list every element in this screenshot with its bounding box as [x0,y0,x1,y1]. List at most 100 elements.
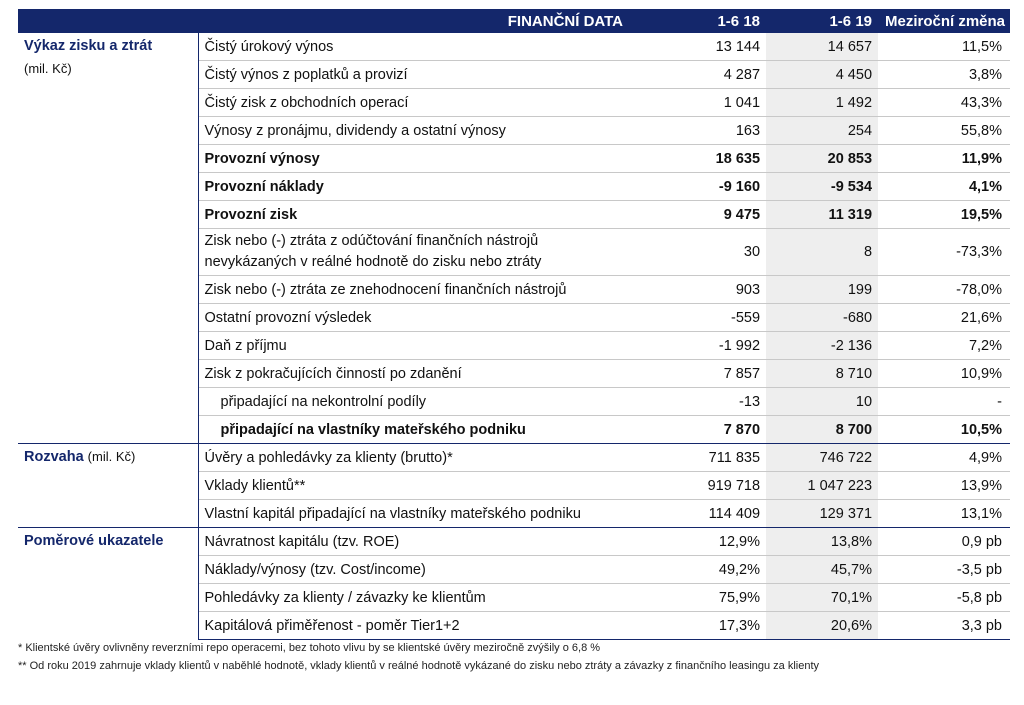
row-label: Provozní zisk [198,200,632,229]
row-label-line-1: Zisk nebo (-) ztráta z odúčtování finanč… [204,233,539,249]
value-1-6-18: 919 718 [631,471,767,500]
value-1-6-18: 12,9% [631,527,767,556]
value-1-6-18: 711 835 [631,443,767,472]
value-1-6-18: 4 287 [631,60,767,89]
row-label: Vklady klientů** [198,471,632,500]
section-label-balance-sheet: Rozvaha (mil. Kč) [18,443,199,528]
row-label: Čistý výnos z poplatků a provizí [198,60,632,89]
value-1-6-18: 17,3% [631,611,767,640]
table-row: Výnosy z pronájmu, dividendy a ostatní v… [18,116,1011,145]
table-title: FINANČNÍ DATA [18,9,632,33]
value-1-6-18: -9 160 [631,172,767,201]
footnote-1: * Klientské úvěry ovlivněny reverzními r… [18,642,601,654]
row-label: Zisk nebo (-) ztráta ze znehodnocení fin… [198,275,632,304]
value-1-6-18: 903 [631,275,767,304]
table-row: Náklady/výnosy (tzv. Cost/income) 49,2% … [18,555,1011,584]
section-unit: (mil. Kč) [24,61,72,76]
value-1-6-19: -680 [766,303,879,332]
value-yoy-change: 13,9% [878,471,1011,500]
value-yoy-change: 13,1% [878,499,1011,528]
section-label-ratios: Poměrové ukazatele [18,527,199,640]
value-1-6-19: 20,6% [766,611,879,640]
value-1-6-19: 8 [766,228,879,276]
value-1-6-18: 49,2% [631,555,767,584]
table-row: Ostatní provozní výsledek -559 -680 21,6… [18,303,1011,332]
row-label: Vlastní kapitál připadající na vlastníky… [198,499,632,528]
column-header-1-6-19: 1-6 19 [766,9,879,33]
financial-data-table-container: FINANČNÍ DATA 1-6 18 1-6 19 Meziroční zm… [18,9,1011,640]
table-row: Zisk nebo (-) ztráta z odúčtování finanč… [18,228,1011,276]
value-1-6-19: -9 534 [766,172,879,201]
value-yoy-change: 0,9 pb [878,527,1011,556]
row-label: Kapitálová přiměřenost - poměr Tier1+2 [198,611,632,640]
table-row: Provozní zisk 9 475 11 319 19,5% [18,200,1011,229]
row-label: Provozní výnosy [198,144,632,173]
value-1-6-19: 129 371 [766,499,879,528]
table-row: Výkaz zisku a ztrát (mil. Kč) Čistý úrok… [18,33,1010,444]
section-label-income-statement: Výkaz zisku a ztrát (mil. Kč) [18,33,199,444]
table-row: připadající na nekontrolní podíly -13 10… [18,387,1011,416]
table-row: Čistý zisk z obchodních operací 1 041 1 … [18,88,1011,117]
value-1-6-18: 1 041 [631,88,767,117]
value-1-6-18: 30 [631,228,767,276]
table-row: Čistý výnos z poplatků a provizí 4 287 4… [18,60,1011,89]
value-1-6-18: 114 409 [631,499,767,528]
value-1-6-19: 45,7% [766,555,879,584]
financial-data-table: FINANČNÍ DATA 1-6 18 1-6 19 Meziroční zm… [18,9,1011,640]
value-yoy-change: -73,3% [878,228,1011,276]
table-row: Provozní náklady -9 160 -9 534 4,1% [18,172,1011,201]
value-yoy-change: 3,3 pb [878,611,1011,640]
value-1-6-18: 18 635 [631,144,767,173]
value-yoy-change: 4,9% [878,443,1011,472]
row-label: Pohledávky za klienty / závazky ke klien… [198,583,632,612]
value-1-6-18: -13 [631,387,767,416]
value-1-6-18: 163 [631,116,767,145]
table-row: připadající na vlastníky mateřského podn… [18,415,1011,444]
value-1-6-19: 199 [766,275,879,304]
value-1-6-18: 75,9% [631,583,767,612]
value-1-6-18: 13 144 [715,38,761,55]
value-1-6-18: -559 [631,303,767,332]
table-header-row: FINANČNÍ DATA 1-6 18 1-6 19 Meziroční zm… [18,9,1011,33]
row-label: Náklady/výnosy (tzv. Cost/income) [198,555,632,584]
footnotes: * Klientské úvěry ovlivněny reverzními r… [18,639,819,675]
row-label: Výnosy z pronájmu, dividendy a ostatní v… [198,116,632,145]
value-1-6-19: 1 492 [766,88,879,117]
footnote-2: ** Od roku 2019 zahrnuje vklady klientů … [18,660,820,672]
value-1-6-19: 254 [766,116,879,145]
section-title: Poměrové ukazatele [24,533,164,549]
section-unit: (mil. Kč) [87,449,136,464]
table-row: Daň z příjmu -1 992 -2 136 7,2% [18,331,1011,360]
value-yoy-change: - [878,387,1011,416]
row-label-line-2: nevykázaných v reálné hodnotě do zisku n… [204,254,542,270]
value-yoy-change: -5,8 pb [878,583,1011,612]
value-yoy-change: 4,1% [878,172,1011,201]
table-row: Pohledávky za klienty / závazky ke klien… [18,583,1011,612]
table-row: Rozvaha (mil. Kč) Úvěry a pohledávky za … [18,443,1011,528]
section-title: Výkaz zisku a ztrát [24,38,153,54]
row-label: Zisk z pokračujících činností po zdanění [198,359,632,388]
value-yoy-change: 43,3% [878,88,1011,117]
table-row: Zisk z pokračujících činností po zdanění… [18,359,1011,388]
row-label: Návratnost kapitálu (tzv. ROE) [198,527,632,556]
value-yoy-change: -78,0% [878,275,1011,304]
table-row: Zisk nebo (-) ztráta ze znehodnocení fin… [18,275,1011,304]
row-label: Provozní náklady [198,172,632,201]
row-label: Zisk nebo (-) ztráta z odúčtování finanč… [198,228,632,276]
row-label: připadající na vlastníky mateřského podn… [198,415,632,444]
value-yoy-change: 11,9% [878,144,1011,173]
value-1-6-19: 4 450 [766,60,879,89]
value-1-6-19: 14 657 [766,33,879,61]
value-1-6-18: 9 475 [631,200,767,229]
value-1-6-18: -1 992 [631,331,767,360]
row-label: Daň z příjmu [198,331,632,360]
value-yoy-change: 10,9% [878,359,1011,388]
value-1-6-19: 8 700 [766,415,879,444]
row-label: Čistý úrokový výnos [204,38,334,55]
row-label: připadající na nekontrolní podíly [198,387,632,416]
table-row: Vlastní kapitál připadající na vlastníky… [18,499,1011,528]
value-1-6-19: 10 [766,387,879,416]
value-1-6-19: 13,8% [766,527,879,556]
value-1-6-19: 20 853 [766,144,879,173]
value-1-6-19: 746 722 [766,443,879,472]
